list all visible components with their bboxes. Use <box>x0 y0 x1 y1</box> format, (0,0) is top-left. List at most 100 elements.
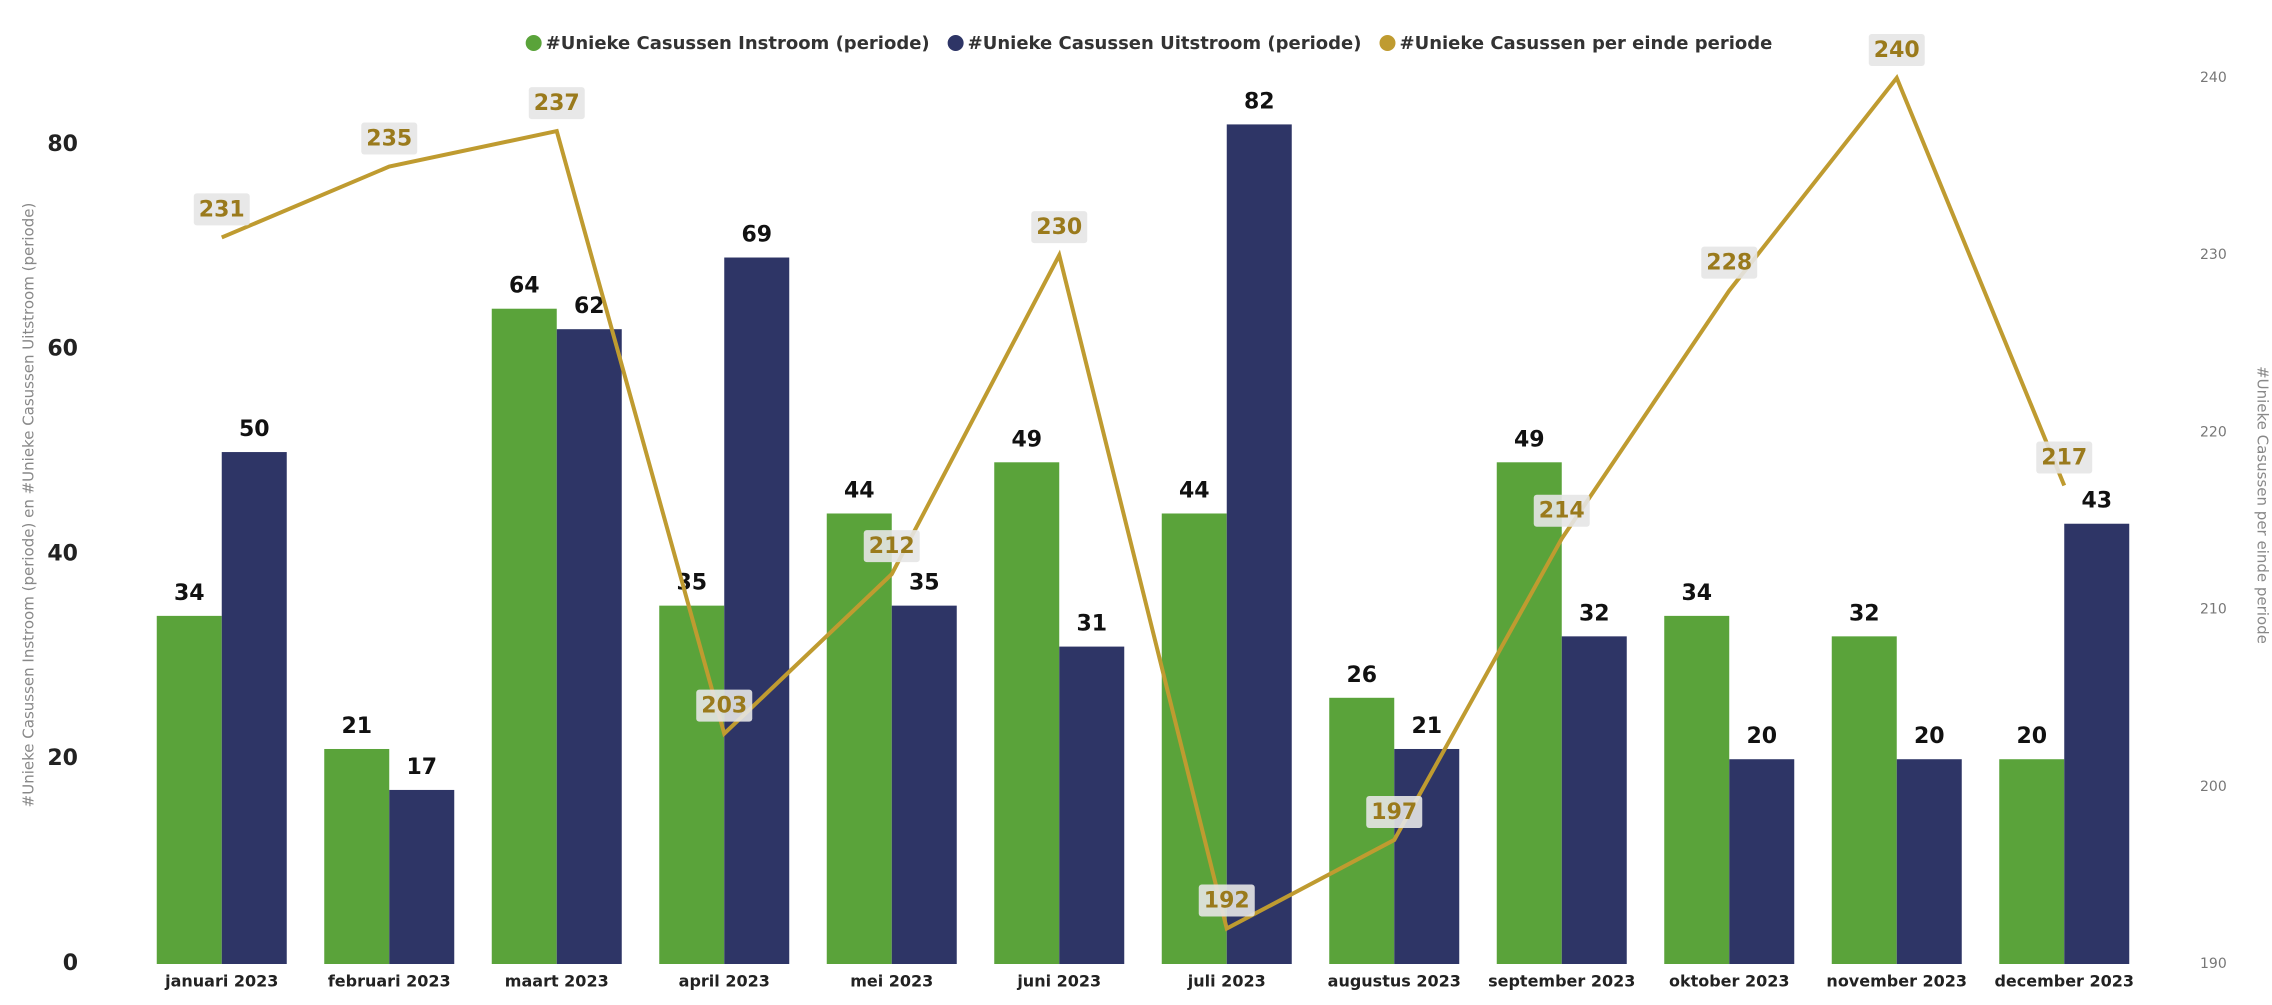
y-tick-label: 60 <box>47 337 78 362</box>
bar <box>1329 697 1395 964</box>
x-tick-label: november 2023 <box>1826 972 1967 991</box>
x-tick-label: maart 2023 <box>505 972 609 991</box>
legend-item: #Unieke Casussen per einde periode <box>1379 33 1772 54</box>
bar <box>891 605 957 964</box>
bar-value-label: 20 <box>1746 724 1777 749</box>
line-label-bg <box>1366 795 1423 828</box>
line-label-bg <box>193 193 250 226</box>
y2-tick-label: 210 <box>2200 602 2227 618</box>
bar <box>389 789 455 964</box>
bar-value-label: 21 <box>341 714 372 739</box>
bar-value-label: 43 <box>2081 489 2112 514</box>
bar-value-label: 50 <box>239 417 270 442</box>
x-tick-label: februari 2023 <box>328 972 451 991</box>
line-label-bg <box>696 689 753 722</box>
bar <box>1664 615 1730 964</box>
bar <box>1496 462 1562 964</box>
legend-label: #Unieke Casussen Uitstroom (periode) <box>968 33 1362 54</box>
bar <box>324 748 390 964</box>
bar-value-label: 44 <box>844 478 875 503</box>
bar-value-label: 21 <box>1411 714 1442 739</box>
bar <box>659 605 725 964</box>
bar-value-label: 34 <box>174 581 205 606</box>
line-label-bg <box>1031 211 1088 244</box>
bar-value-label: 82 <box>1244 89 1275 114</box>
bar-value-label: 49 <box>1011 427 1042 452</box>
bar <box>1896 759 1962 964</box>
legend-marker <box>525 35 542 51</box>
line-label-bg <box>1868 33 1925 66</box>
y2-tick-label: 230 <box>2200 247 2227 263</box>
y2-tick-label: 200 <box>2200 779 2227 795</box>
line-label-bg <box>1701 246 1758 279</box>
legend-marker <box>1379 35 1396 51</box>
y-tick-label: 80 <box>47 132 78 157</box>
bar-value-label: 69 <box>741 223 772 248</box>
bar-value-label: 49 <box>1514 427 1545 452</box>
legend-label: #Unieke Casussen Instroom (periode) <box>546 33 930 54</box>
y2-axis-title: #Unieke Casussen per einde periode <box>2254 366 2272 644</box>
line-label-bg <box>361 122 418 155</box>
bar-value-label: 62 <box>574 294 605 319</box>
legend: #Unieke Casussen Instroom (periode) #Unie… <box>525 33 1772 54</box>
line-value-label: 197 <box>1371 800 1417 825</box>
line-value-label: 235 <box>366 127 412 152</box>
line-value-label: 228 <box>1706 251 1752 276</box>
line-label-bg <box>863 530 920 563</box>
bar <box>556 329 622 964</box>
line-value-label: 203 <box>701 694 747 719</box>
line-label-bg <box>2036 441 2093 474</box>
bar-value-label: 32 <box>1849 601 1880 626</box>
x-tick-label: juli 2023 <box>1187 972 1266 991</box>
y-tick-label: 40 <box>47 541 78 566</box>
bar-value-label: 35 <box>909 571 940 596</box>
line-label-bg <box>1198 884 1255 917</box>
bar-value-label: 34 <box>1681 581 1712 606</box>
x-tick-label: april 2023 <box>679 972 770 991</box>
x-tick-label: juni 2023 <box>1016 972 1101 991</box>
bar-value-label: 26 <box>1346 663 1377 688</box>
line-value-label: 240 <box>1874 38 1920 63</box>
legend-marker <box>947 35 964 51</box>
x-tick-label: december 2023 <box>1994 972 2134 991</box>
bar-value-label: 20 <box>1914 724 1945 749</box>
legend-item: #Unieke Casussen Uitstroom (periode) <box>947 33 1362 54</box>
bar <box>826 513 892 964</box>
bar <box>491 308 557 964</box>
y-tick-label: 0 <box>63 951 78 976</box>
bar-value-label: 44 <box>1179 478 1210 503</box>
line-value-label: 237 <box>534 91 580 116</box>
line-value-label: 231 <box>199 197 245 222</box>
bar <box>1999 759 2065 964</box>
y2-tick-label: 190 <box>2200 956 2227 972</box>
bar <box>1729 759 1795 964</box>
y2-tick-label: 220 <box>2200 424 2227 440</box>
x-tick-label: oktober 2023 <box>1669 972 1790 991</box>
bar-value-label: 31 <box>1076 612 1107 637</box>
legend-label: #Unieke Casussen per einde periode <box>1399 33 1772 54</box>
bar <box>724 257 790 964</box>
bar <box>1226 124 1292 964</box>
bar <box>2064 523 2130 964</box>
bar <box>156 615 222 964</box>
bar-value-label: 32 <box>1579 601 1610 626</box>
x-tick-label: augustus 2023 <box>1328 972 1461 991</box>
line-value-label: 217 <box>2041 446 2087 471</box>
y2-tick-label: 240 <box>2200 70 2227 86</box>
bar-value-label: 17 <box>406 755 437 780</box>
x-tick-label: september 2023 <box>1488 972 1635 991</box>
line-value-label: 212 <box>869 534 915 559</box>
x-tick-label: januari 2023 <box>164 972 278 991</box>
bar <box>1831 636 1897 964</box>
legend-item: #Unieke Casussen Instroom (periode) <box>525 33 930 54</box>
line-label-bg <box>528 87 585 120</box>
y-axis-title: #Unieke Casussen Instroom (periode) en #… <box>20 203 38 808</box>
x-tick-label: mei 2023 <box>850 972 933 991</box>
bar-value-label: 20 <box>2016 724 2047 749</box>
bar-value-label: 64 <box>509 274 540 299</box>
y-tick-label: 20 <box>47 746 78 771</box>
line-value-label: 230 <box>1036 215 1082 240</box>
bar <box>1059 646 1125 964</box>
bar <box>994 462 1060 964</box>
